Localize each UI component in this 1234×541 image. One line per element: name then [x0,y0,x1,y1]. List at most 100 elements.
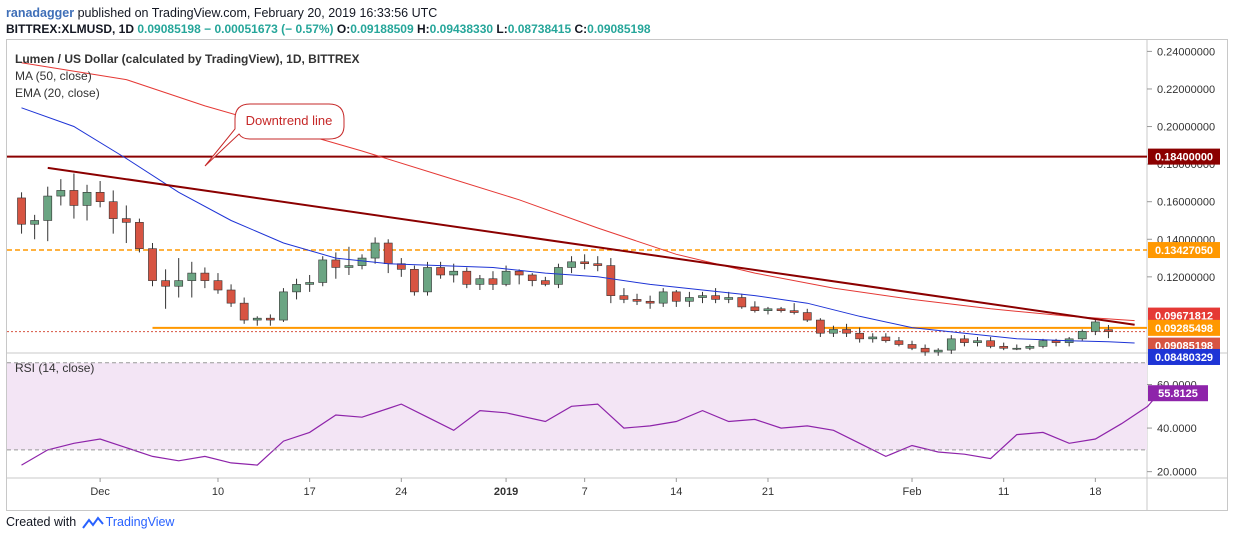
candle [658,288,668,307]
candle-body [986,340,995,347]
candle-body [554,267,563,285]
candle [69,173,79,219]
candle [685,291,694,307]
rsi-value-tag: 55.8125 [1148,385,1208,402]
time-tick-label: 18 [1089,486,1101,498]
close-value: 0.09085198 [587,22,651,36]
candle-body [685,297,694,302]
candle-body [1077,331,1087,340]
candle [1012,344,1022,351]
candle [763,306,773,315]
time-tick-label: 7 [582,486,588,498]
candle [593,256,603,272]
candle-body [789,310,799,313]
candle-body [1025,346,1035,349]
last-price: 0.09085198 [137,22,201,36]
candle [527,273,537,287]
candle [1090,320,1100,336]
high-value: 0.09438330 [429,22,494,36]
symbol-line: BITTREX:XLMUSD, 1D [6,22,135,36]
candle [894,336,904,347]
candle-body [1051,340,1061,343]
candle [960,335,969,347]
candle-body [671,291,681,302]
dashed-level-tag: 0.13427050 [1148,242,1220,259]
candle-body [423,267,432,293]
candle-body [842,329,851,334]
candle [554,263,563,289]
resistance-tag: 0.18400000 [1148,148,1220,165]
price-pane: 0.240000000.220000000.200000000.18000000… [7,40,1227,510]
candle-body [357,257,367,266]
candle-body [17,197,26,225]
horizontal-levels [7,155,1147,333]
candle [907,340,917,351]
candle-body [331,259,341,268]
candle-body [632,299,642,302]
candle [318,256,328,287]
candle [671,290,681,307]
time-tick-label: Dec [90,486,110,498]
candle [802,308,812,322]
tag-box [1148,319,1220,336]
candle [331,252,341,279]
candle-body [488,278,498,285]
candle [30,214,40,240]
tag-text: 0.08480329 [1155,352,1213,364]
candle [881,333,891,343]
candle-body [711,295,720,300]
price-tick-label: 0.20000000 [1157,122,1215,134]
candle-body [1090,321,1100,332]
low-label: L: [496,22,508,36]
publish-line: ranadagger published on TradingView.com,… [6,6,437,20]
time-tick-label: Feb [903,486,922,498]
candle-body [999,346,1009,349]
candle-body [567,261,576,268]
time-tick-label: 14 [670,486,682,498]
candle-body [1012,347,1022,350]
rsi-tick-label: 20.0000 [1157,467,1197,479]
candle-body [475,278,485,285]
candle-body [279,291,288,321]
candle [239,297,249,324]
candle-body [881,336,891,342]
rsi-tick-label: 40.0000 [1157,423,1197,435]
candle-body [593,263,603,266]
candle-body [907,344,917,349]
candle-body [724,297,734,300]
candle-body [462,270,472,285]
created-with-text: Created with [6,515,77,529]
tradingview-brand[interactable]: TradingView [105,515,175,529]
candle-body [514,270,524,276]
time-tick-label: 2019 [494,486,518,498]
ohlc-line: BITTREX:XLMUSD, 1D 0.09085198 − 0.000516… [6,22,651,36]
price-tags: 0.18400000 0.13427050 0.096718120.09285498… [1148,148,1220,365]
time-tick-label: 21 [762,486,774,498]
price-tick-label: 0.16000000 [1157,197,1215,209]
candle-body [410,269,419,293]
candle-body [698,295,707,298]
candle [396,258,406,277]
candle [200,267,210,289]
candle [842,323,851,337]
chart-canvas[interactable]: 0.240000000.220000000.200000000.18000000… [7,40,1227,510]
time-axis[interactable]: Dec 10 17 24 2019 7 14 21 Feb 11 18 [90,478,1101,498]
candle-body [1104,329,1113,332]
author-name[interactable]: ranadagger [6,6,75,20]
candle-body [69,190,79,206]
candle-body [318,259,328,283]
candle [462,267,472,289]
price-change: − 0.00051673 (− 0.57%) [204,22,334,36]
candle [370,237,380,264]
candle-body [894,340,904,345]
time-tick-label: 24 [395,486,407,498]
downtrend-callout[interactable]: Downtrend line [204,103,345,167]
candle [933,348,943,356]
candle [973,336,982,347]
time-tick-label: 17 [304,486,316,498]
downtrend-line[interactable] [47,166,1135,326]
candle-body [920,347,930,353]
candle [776,306,786,313]
